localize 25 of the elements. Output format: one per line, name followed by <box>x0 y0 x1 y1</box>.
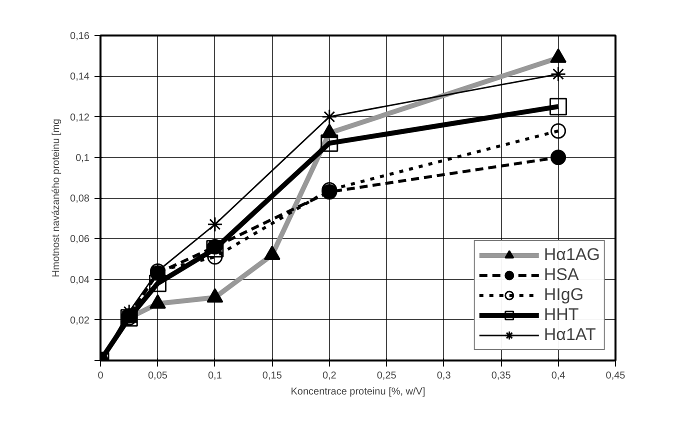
x-tick-label: 0,45 <box>606 370 626 382</box>
y-tick-label: 0,04 <box>70 274 90 286</box>
legend-label: HIgG <box>544 285 584 305</box>
y-tick-label: 0,06 <box>70 234 90 246</box>
y-tick-label: 0,08 <box>70 194 90 204</box>
x-tick-label: 0,15 <box>262 370 282 382</box>
y-tick-label: 0,16 <box>70 31 90 42</box>
x-tick-label: 0,35 <box>491 370 512 382</box>
y-tick-label: 0,1 <box>76 152 90 164</box>
x-tick-label: 0,05 <box>148 370 168 382</box>
y-tick-label: 0,14 <box>70 72 90 83</box>
x-tick-label: 0,2 <box>322 370 337 382</box>
legend-label: HSA <box>544 265 579 285</box>
y-tick-label: 0,12 <box>70 112 90 124</box>
y-axis-title: Hmotnost navázaného proteinu [mg <box>51 118 62 278</box>
legend-label: Hα1AT <box>544 325 596 345</box>
x-tick-label: 0,3 <box>436 370 452 382</box>
legend-label: Hα1AG <box>544 245 600 265</box>
legend-label: HHT <box>544 305 579 325</box>
x-axis-title: Koncentrace proteinu [%, w/V] <box>290 386 426 398</box>
x-tick-label: 0 <box>98 370 104 382</box>
x-tick-label: 0,4 <box>551 370 566 382</box>
x-tick-label: 0,1 <box>208 370 222 382</box>
x-tick-label: 0,25 <box>376 370 397 382</box>
y-tick-label: 0,02 <box>70 315 90 326</box>
